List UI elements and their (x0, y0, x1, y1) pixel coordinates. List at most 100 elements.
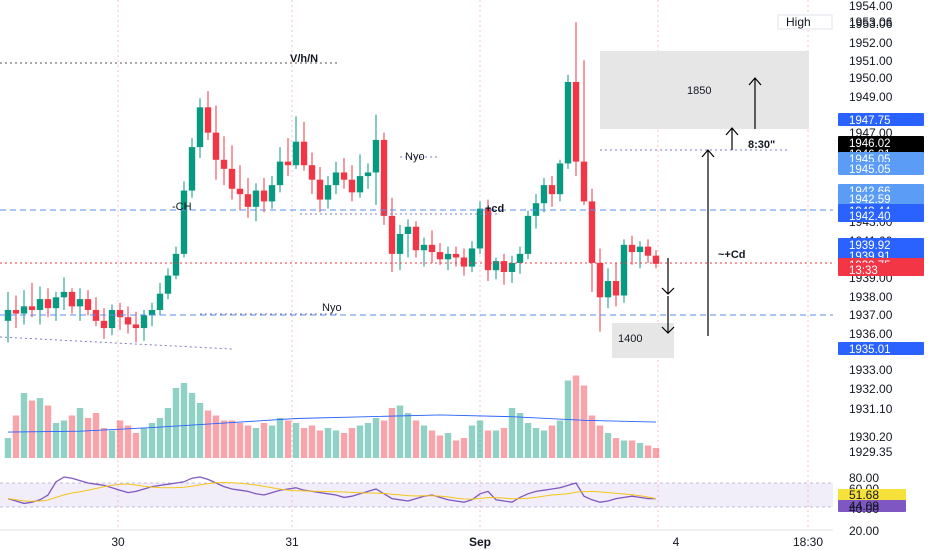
annotation-label: Nyo (322, 302, 342, 314)
volume-bar (644, 445, 652, 458)
time-tick-label: 4 (673, 535, 680, 549)
price-tick-label: 1936.00 (849, 327, 893, 341)
volume-bar (84, 418, 92, 458)
volume-bar (348, 428, 356, 458)
price-tick-label: 1953.06 (849, 17, 893, 31)
volume-bars (4, 375, 660, 458)
candle-body (4, 309, 12, 321)
target-arrow-large-head (701, 149, 715, 158)
volume-bar (68, 415, 76, 458)
candle-body (572, 81, 580, 162)
candle-body (500, 261, 508, 272)
price-badge-text: 13:33 (849, 265, 878, 277)
volume-bar (604, 433, 612, 458)
volume-ma-line (7, 414, 657, 433)
candle-body (84, 299, 92, 310)
trendline-dotted (0, 336, 233, 350)
volume-bar (540, 430, 548, 458)
price-badge (838, 342, 924, 355)
price-tick-label: 1949.00 (849, 90, 893, 104)
time-tick-label: 18:30 (793, 535, 823, 549)
candle-body (508, 262, 516, 272)
volume-bar (620, 440, 628, 458)
volume-bar (468, 425, 476, 458)
candle-body (60, 291, 68, 298)
volume-bar (444, 433, 452, 458)
candle-body (556, 163, 564, 195)
volume-bar (436, 435, 444, 458)
candle-body (564, 81, 572, 164)
price-badge (838, 136, 924, 149)
candle-body (44, 299, 52, 309)
volume-bar (596, 425, 604, 458)
candle-body (324, 185, 332, 200)
price-badge-text: 1947.75 (849, 115, 891, 127)
volume-bar (412, 420, 420, 458)
volume-bar (60, 420, 68, 458)
candle-body (404, 226, 412, 234)
price-tick-label: 1937.00 (849, 308, 893, 322)
rsi-badge-text: 44.09 (849, 499, 879, 513)
price-tick-label: 1932.00 (849, 382, 893, 396)
candle-body (116, 309, 124, 318)
volume-bar (404, 413, 412, 458)
volume-bar (12, 415, 20, 458)
volume-bar (484, 430, 492, 458)
volume-bar (292, 423, 300, 458)
price-badge (838, 162, 924, 175)
time-tick-label: Sep (469, 535, 491, 549)
annotation-label: -CH (172, 201, 192, 213)
time-tick-label: 31 (285, 535, 299, 549)
candle-body (428, 244, 436, 253)
candle-body (628, 244, 636, 253)
price-badge-text: 1942.59 (849, 194, 891, 206)
candle-body (484, 208, 492, 271)
rsi-band (0, 483, 833, 507)
volume-bar (220, 420, 228, 458)
candle-body (540, 185, 548, 204)
volume-bar (156, 418, 164, 458)
time-axis[interactable]: 30 31 Sep 4 18:30 (111, 535, 823, 549)
candle-body (636, 246, 644, 253)
candle-body (476, 208, 484, 249)
candle-body (380, 139, 388, 216)
volume-bar (132, 433, 140, 458)
volume-bar (380, 420, 388, 458)
candlesticks[interactable] (4, 22, 660, 343)
price-tick-label: 1930.20 (849, 430, 893, 444)
volume-bar (76, 408, 84, 458)
candle-body (204, 107, 212, 133)
high-label-box (777, 14, 833, 30)
candle-body (292, 141, 300, 166)
rsi-badge-text: 51.68 (849, 488, 879, 502)
candle-body (412, 226, 420, 251)
volume-bar (460, 438, 468, 458)
volume-bar (180, 383, 188, 458)
down-arrow-head (661, 287, 675, 295)
volume-bar (420, 425, 428, 458)
volume-bar (452, 440, 460, 458)
volume-bar (524, 423, 532, 458)
volume-bar (52, 423, 60, 458)
volume-bar (508, 408, 516, 458)
price-axis[interactable]: 1954.00 1953.06 1952.00 1951.00 1950.00 1949.… (777, 0, 932, 550)
candle-body (332, 172, 340, 186)
rsi-tick-label: 20.00 (849, 524, 879, 538)
candle-body (468, 248, 476, 267)
candle-body (268, 185, 276, 202)
volume-bar (244, 425, 252, 458)
candle-body (36, 299, 44, 310)
supply-zone-box (600, 51, 809, 129)
volume-bar (140, 428, 148, 458)
rsi-ma-line (7, 481, 657, 502)
candle-body (612, 281, 620, 296)
rsi-line (7, 476, 656, 505)
candle-body (348, 179, 356, 193)
annotation-label: +cd (485, 203, 504, 215)
candle-body (20, 306, 28, 314)
volume-bar (476, 420, 484, 458)
candle-body (644, 246, 652, 256)
drawings: V/h/N Nyo -CH +cd Nyo 1850 8:30" ~+Cd 1400 (0, 53, 834, 350)
volume-bar (284, 420, 292, 458)
